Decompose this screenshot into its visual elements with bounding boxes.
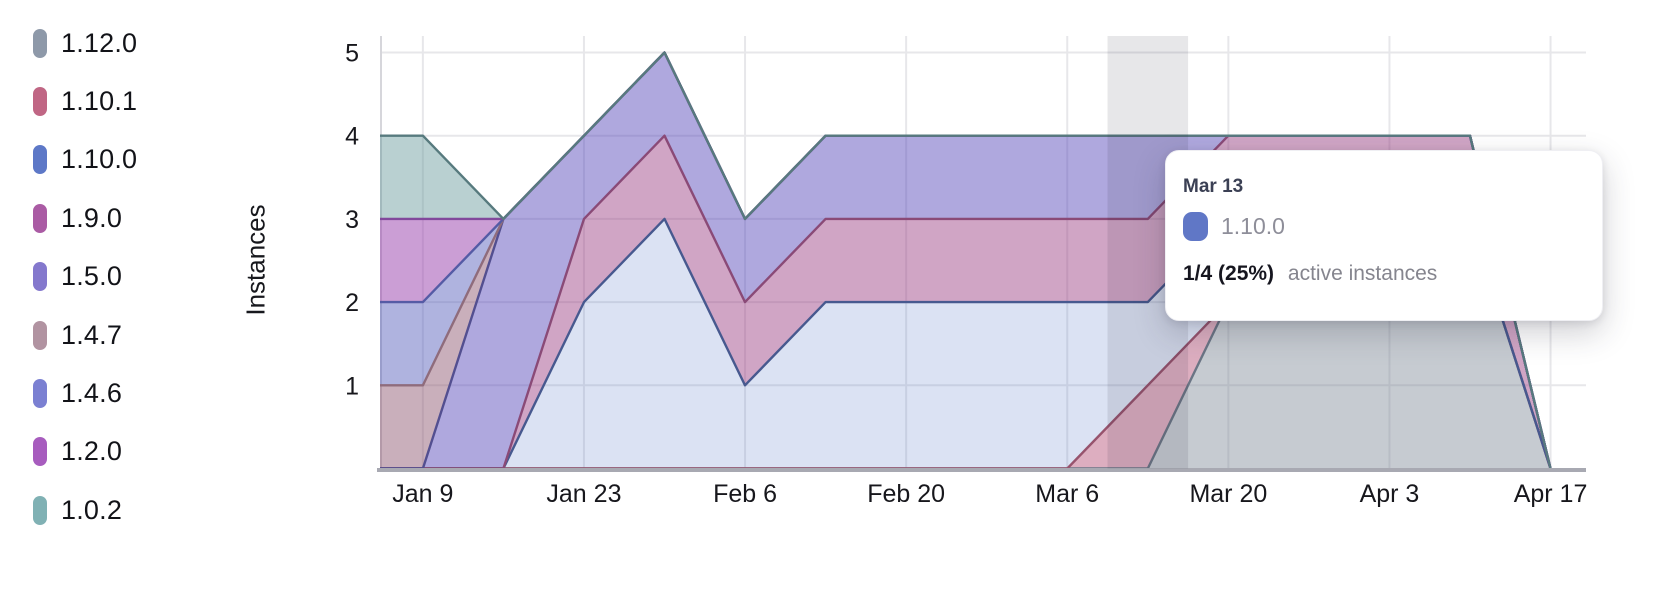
tooltip-series-label: 1.10.0 (1221, 213, 1285, 239)
legend-item-1.5.0[interactable]: 1.5.0 (33, 248, 137, 306)
legend-item-label: 1.0.2 (61, 494, 123, 525)
legend-swatch-icon (33, 495, 47, 525)
tooltip-series-swatch (1183, 212, 1208, 241)
legend-item-label: 1.10.1 (61, 86, 138, 117)
x-tick-label: Jan 23 (546, 480, 621, 508)
tooltip-value-suffix: active instances (1287, 262, 1438, 285)
tooltip-date: Mar 13 (1183, 176, 1244, 197)
legend-item-1.4.7[interactable]: 1.4.7 (33, 306, 137, 364)
legend-item-1.9.0[interactable]: 1.9.0 (33, 189, 137, 247)
area-top-stroke-1.0.2 (380, 51, 1552, 469)
legend-item-1.0.2[interactable]: 1.0.2 (33, 481, 137, 539)
y-tick-label: 4 (345, 123, 359, 151)
legend-item-label: 1.5.0 (61, 261, 123, 292)
legend-item-1.2.0[interactable]: 1.2.0 (33, 423, 137, 481)
y-tick-label: 2 (345, 289, 359, 317)
tooltip-value: 1/4 (25%) (1183, 262, 1275, 285)
y-tick-label: 1 (345, 372, 359, 400)
legend-item-1.12.0[interactable]: 1.12.0 (33, 14, 137, 72)
x-tick-label: Mar 6 (1035, 480, 1099, 508)
x-tick-label: Apr 3 (1360, 480, 1420, 508)
legend-swatch-icon (33, 203, 47, 233)
legend-swatch-icon (33, 145, 47, 175)
x-tick-label: Feb 6 (713, 480, 777, 508)
tooltip: Mar 13 1.10.0 1/4 (25%) active instances (1165, 150, 1603, 321)
legend-swatch-icon (33, 262, 47, 292)
legend-item-1.10.1[interactable]: 1.10.1 (33, 72, 137, 130)
legend-swatch-icon (33, 28, 47, 58)
legend-item-label: 1.2.0 (61, 436, 123, 467)
legend-item-label: 1.9.0 (61, 202, 123, 233)
x-axis-ticks: Jan 9 Jan 23 Feb 6 Feb 20 Mar 6 Mar 20 Apr 3 Ap… (392, 480, 1587, 508)
legend-item-label: 1.10.0 (61, 144, 138, 175)
y-tick-label: 3 (345, 206, 359, 234)
legend: 1.12.0 1.10.1 1.10.0 1.9.0 1.5.0 1.4.7 1.4.6 1.… (33, 14, 137, 540)
y-axis-ticks: 1 2 3 4 5 (345, 40, 359, 401)
legend-item-label: 1.12.0 (61, 27, 138, 58)
legend-swatch-icon (33, 379, 47, 409)
legend-item-1.4.6[interactable]: 1.4.6 (33, 364, 137, 422)
legend-swatch-icon (33, 87, 47, 117)
x-tick-label: Mar 20 (1189, 480, 1267, 508)
legend-swatch-icon (33, 437, 47, 467)
x-tick-label: Jan 9 (392, 480, 453, 508)
area-band-1.10.0 (380, 218, 1551, 469)
legend-item-label: 1.4.7 (61, 319, 123, 350)
x-tick-label: Feb 20 (867, 480, 945, 508)
legend-item-1.10.0[interactable]: 1.10.0 (33, 131, 137, 189)
x-tick-label: Apr 17 (1514, 480, 1588, 508)
legend-swatch-icon (33, 320, 47, 350)
legend-item-label: 1.4.6 (61, 378, 123, 409)
y-tick-label: 5 (345, 40, 359, 68)
